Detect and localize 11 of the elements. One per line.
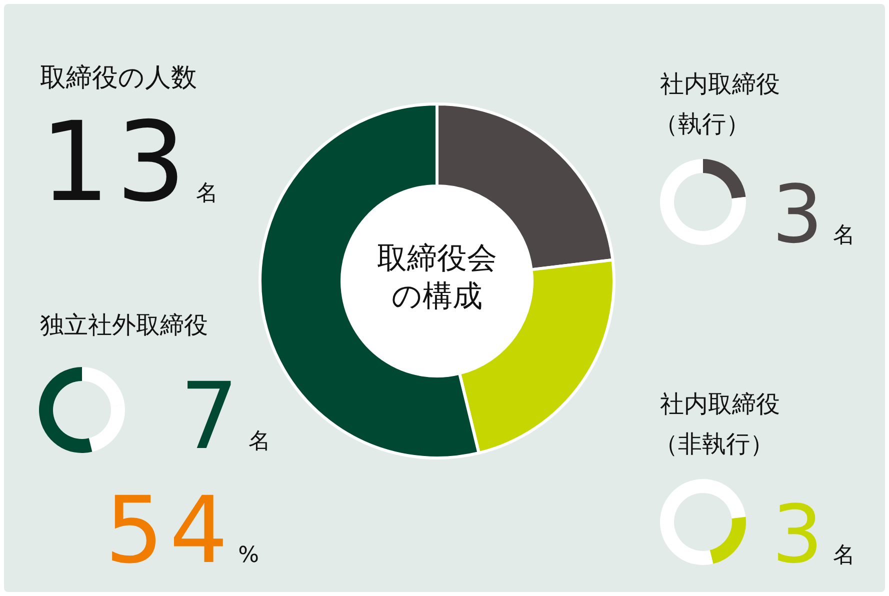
chart-title: 社内取締役 [660, 390, 780, 418]
text: 取締役の人数 [40, 63, 197, 93]
chart-subtitle: （非執行） [654, 430, 774, 458]
chart-title: 社内取締役 [660, 70, 780, 98]
donut-slice [710, 516, 746, 564]
chart-title: 独立社外取締役 [40, 311, 208, 339]
text: 取締役会の構成 [377, 241, 497, 314]
donut-slice [703, 159, 746, 199]
text: 54% [105, 477, 259, 584]
chart-subtitle: （執行） [654, 110, 750, 138]
donut-slice [39, 367, 92, 453]
